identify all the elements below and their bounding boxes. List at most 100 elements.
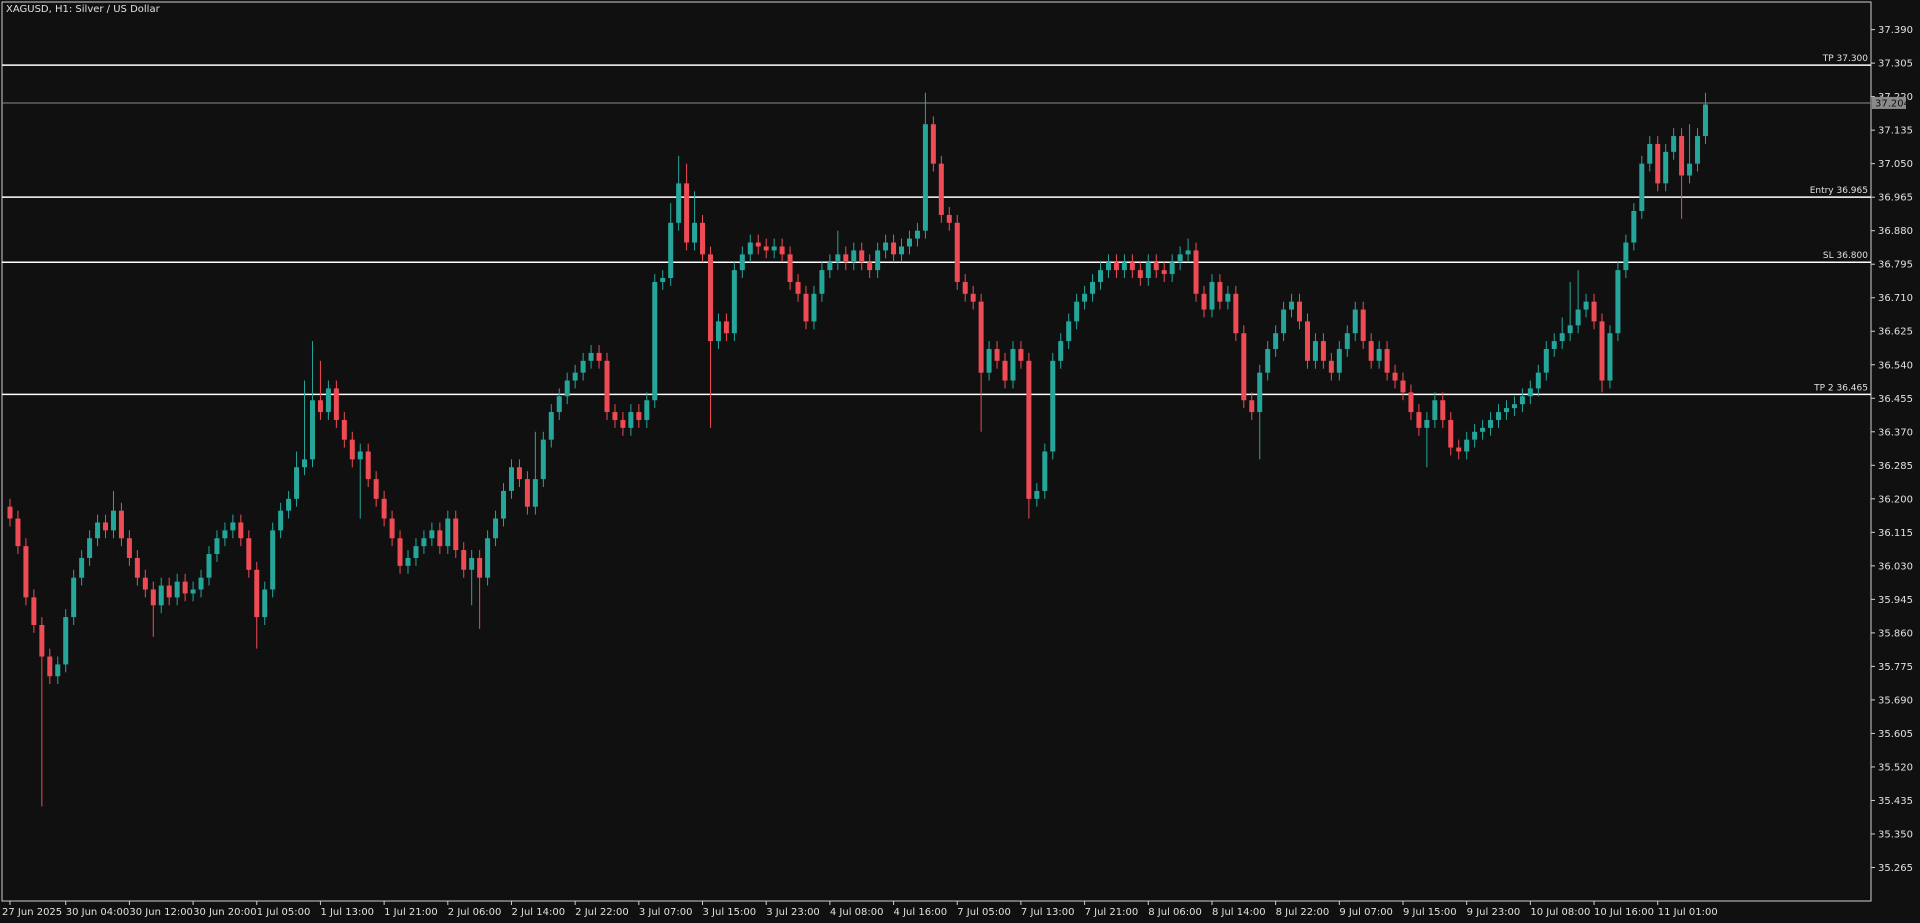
candle-body [1591,301,1597,322]
candle-body [63,617,69,665]
candle-body [1336,348,1342,373]
candle-body [1344,333,1350,349]
x-tick-label: 4 Jul 08:00 [830,907,884,918]
candle-body [15,518,21,547]
candle-body [309,400,315,460]
candle-body [1655,143,1661,184]
candle-body [962,281,968,294]
candle-body [914,230,920,239]
candle-body [206,554,212,578]
candle-body [317,400,323,413]
y-tick-label: 37.390 [1878,25,1913,36]
candle-body [1217,281,1223,302]
candle-body [445,518,451,547]
candle-body [1082,293,1088,302]
y-tick-label: 35.860 [1878,628,1913,639]
y-tick-label: 36.200 [1878,494,1913,505]
y-tick-label: 35.265 [1878,863,1913,874]
candle-body [652,281,658,401]
candle-body [1074,301,1080,322]
candle-body [938,163,944,215]
candle-body [174,581,180,598]
candle-body [1456,447,1462,452]
x-tick-label: 2 Jul 22:00 [575,907,629,918]
candle-body [39,624,45,657]
x-tick-label: 1 Jul 05:00 [257,907,311,918]
candle-body [373,479,379,499]
candle-body [596,352,602,361]
candle-body [1058,341,1064,361]
candle-body [954,222,960,282]
candle-body [946,214,952,223]
candle-body [1257,372,1263,413]
candle-body [1527,388,1533,397]
candle-body [572,372,578,381]
candle-body [700,222,706,255]
candle-body [524,479,530,507]
candle-body [1161,270,1167,275]
y-tick-label: 36.625 [1878,327,1913,338]
candle-body [922,124,928,231]
candle-body [787,254,793,282]
candle-body [1297,301,1303,322]
candle-body [1169,262,1175,275]
y-tick-label: 37.305 [1878,59,1913,70]
candle-body [294,467,300,499]
candle-body [1392,372,1398,381]
candle-body [731,270,737,334]
candle-body [254,569,260,618]
candle-body [1145,262,1151,279]
candle-body [883,242,889,251]
candle-body [1265,348,1271,373]
candle-body [508,467,514,491]
candle-body [1647,143,1653,164]
candle-body [429,530,435,539]
candle-body [1384,348,1390,373]
y-tick-label: 36.540 [1878,360,1913,371]
y-tick-label: 35.945 [1878,595,1913,606]
candle-body [1328,360,1334,373]
y-tick-label: 36.370 [1878,427,1913,438]
candle-body [453,518,459,551]
y-tick-label: 36.965 [1878,193,1913,204]
candle-body [1002,360,1008,381]
candle-body [723,321,729,334]
candle-body [612,412,618,420]
candle-body [588,352,594,361]
x-tick-label: 8 Jul 22:00 [1276,907,1330,918]
candle-body [835,254,841,263]
candle-body [270,530,276,590]
candle-body [1066,321,1072,342]
candle-body [413,546,419,558]
candle-body [166,585,172,598]
candle-body [1273,333,1279,349]
candle-body [875,250,881,271]
candle-body [421,538,427,547]
candle-body [461,550,467,570]
y-tick-label: 37.135 [1878,126,1913,137]
candle-body [564,380,570,397]
candle-body [970,293,976,302]
candle-body [986,348,992,373]
candle-body [501,490,507,519]
x-tick-label: 9 Jul 07:00 [1339,907,1393,918]
candle-body [349,439,355,460]
candle-body [1042,451,1048,491]
x-tick-label: 9 Jul 23:00 [1467,907,1521,918]
candle-body [1424,419,1430,428]
candle-body [286,498,292,511]
candle-body [1488,419,1494,428]
candle-body [1105,262,1111,271]
candle-body [118,510,124,539]
x-tick-label: 1 Jul 21:00 [384,907,438,918]
candle-body [1121,262,1127,271]
candle-body [365,451,371,480]
x-tick-label: 3 Jul 15:00 [703,907,757,918]
candle-body [1129,262,1135,271]
candle-body [1567,325,1573,334]
candle-body [1480,427,1486,432]
y-tick-label: 37.050 [1878,159,1913,170]
candle-body [325,388,331,413]
candle-body [389,518,395,539]
candle-body [278,510,284,531]
